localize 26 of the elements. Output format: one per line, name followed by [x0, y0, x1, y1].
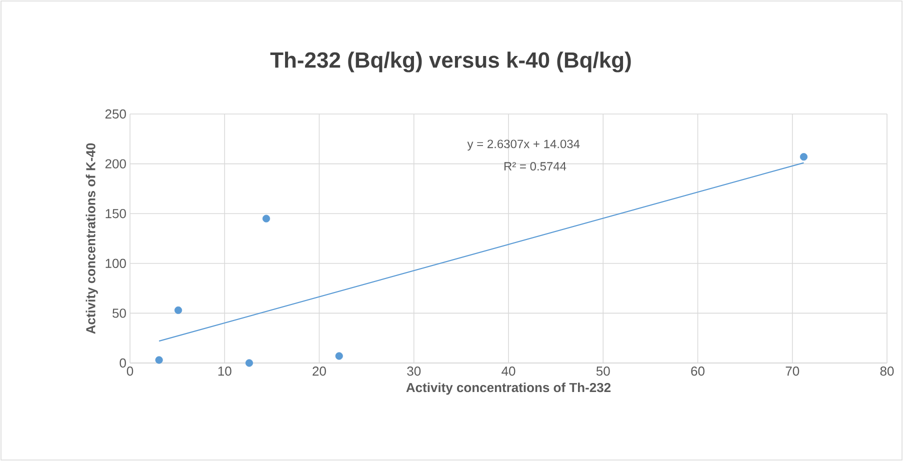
- point: [155, 356, 163, 364]
- y-tick-label: 100: [106, 258, 126, 268]
- x-tick-label: 0: [126, 366, 134, 376]
- x-tick-label: 10: [218, 366, 232, 376]
- y-tick-label: 50: [112, 308, 126, 318]
- x-axis-title: Activity concentrations of Th-232: [406, 382, 611, 395]
- y-tick-label: 250: [105, 109, 126, 119]
- point: [245, 359, 254, 367]
- y-axis-title: Activity concentrations of K-40: [86, 143, 98, 334]
- x-tick-label: 50: [596, 366, 610, 376]
- x-tick-label: 40: [502, 366, 516, 376]
- x-tick-label: 70: [786, 366, 800, 376]
- point: [174, 306, 182, 314]
- x-tick-label: 20: [312, 366, 326, 376]
- x-tick-label: 30: [407, 366, 421, 376]
- y-tick-label: 200: [105, 159, 126, 168]
- x-tick-label: 60: [691, 366, 704, 376]
- annotation: y = 2.6307x + 14.034: [467, 140, 580, 151]
- x-tick-label: 80: [880, 366, 894, 376]
- chart-title: Th-232 (Bq/kg) versus k-40 (Bq/kg): [270, 52, 631, 72]
- point: [335, 352, 343, 360]
- y-tick-label: 0: [120, 358, 126, 368]
- point: [800, 153, 808, 161]
- y-tick-label: 150: [106, 208, 126, 218]
- annotation: R² = 0.5744: [504, 162, 566, 171]
- point: [262, 214, 270, 222]
